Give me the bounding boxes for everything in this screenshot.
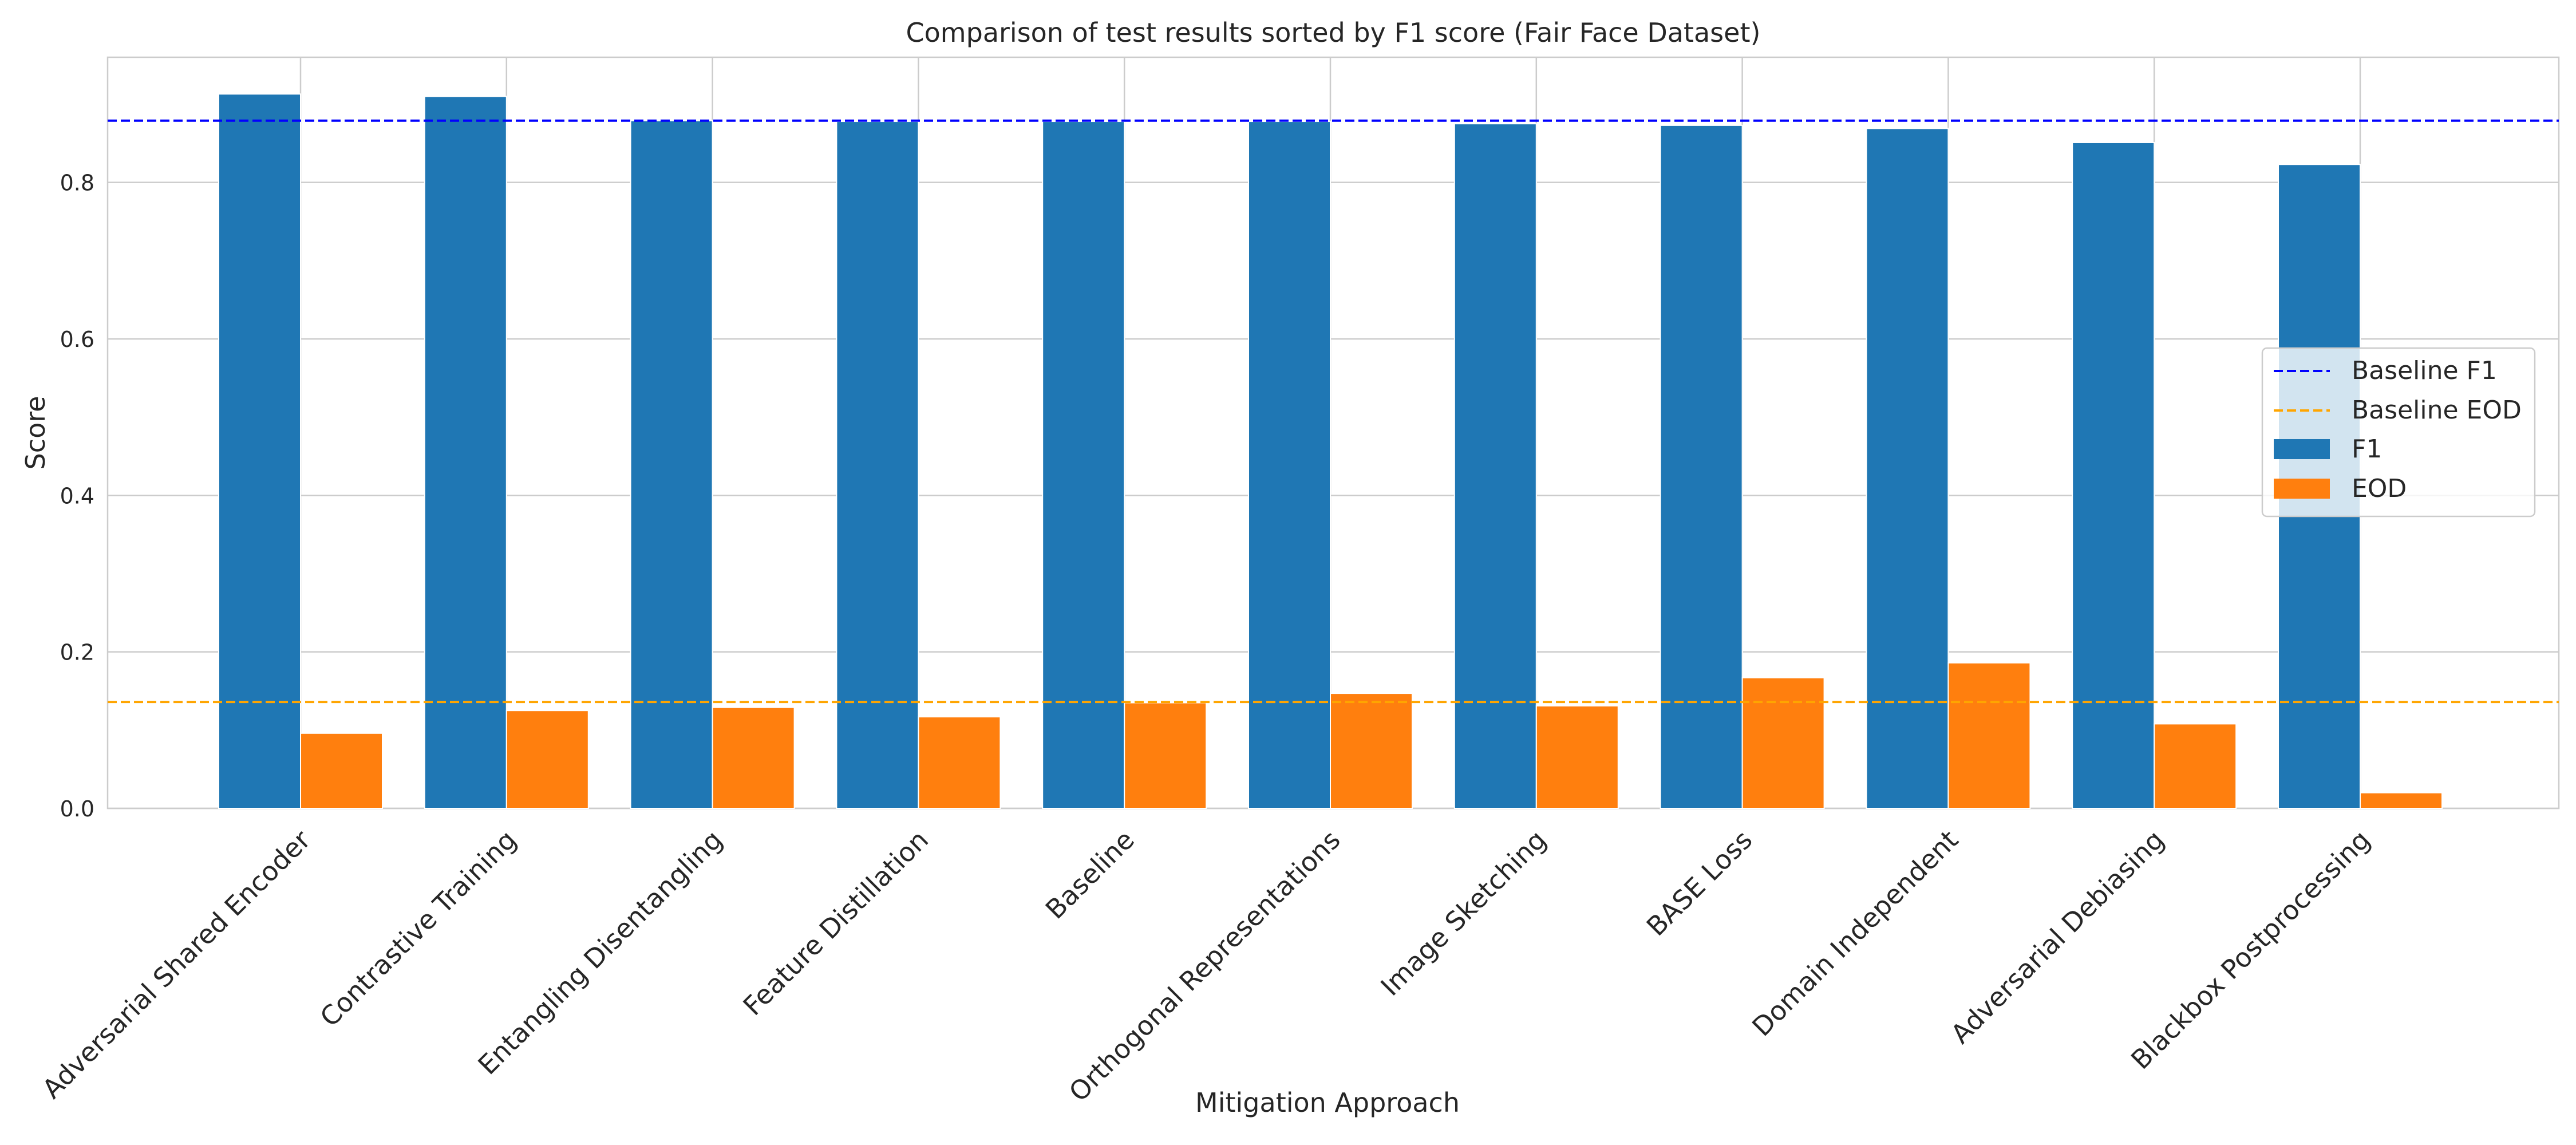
bars [218,93,2443,810]
bar-f1 [1866,128,1949,809]
legend-label-baseline-eod: Baseline EOD [2352,396,2522,425]
y-tick-label: 0.0 [60,796,94,822]
legend-label-f1: F1 [2352,435,2382,464]
x-tick-label: Baseline [1040,824,1140,925]
y-tick-label: 0.8 [60,171,94,196]
bar-f1 [1660,124,1743,809]
x-tick-label: Adversarial Shared Encoder [36,824,317,1105]
x-tick-label: Entangling Disentangling [472,824,728,1081]
x-tick-label: Adversarial Debiasing [1945,824,2170,1050]
x-tick-label: Image Sketching [1374,824,1552,1002]
reference-lines [108,119,2559,704]
y-tick-label: 0.6 [60,327,94,352]
legend-swatch-f1 [2274,439,2330,459]
legend: Baseline F1 Baseline EOD F1 EOD [2261,347,2536,518]
bar-eod [918,716,1001,809]
legend-label-eod: EOD [2352,474,2407,503]
bar-eod [505,710,589,809]
x-tick-label: Blackbox Postprocessing [2125,824,2376,1076]
x-axis-label: Mitigation Approach [1195,1087,1460,1118]
bar-f1 [630,120,713,810]
y-tick-label: 0.2 [60,640,94,665]
bar-f1 [2072,141,2155,809]
x-tick-label: Feature Distillation [737,824,935,1022]
bar-eod [1330,693,1413,809]
bar-f1 [1453,123,1537,810]
y-axis-ticks: 0.0 0.2 0.4 0.6 0.8 [60,171,94,822]
legend-swatch-eod [2274,479,2330,499]
legend-label-baseline-f1: Baseline F1 [2352,356,2497,385]
bar-eod [1535,705,1619,810]
bar-f1 [1248,121,1331,810]
y-tick-label: 0.4 [60,483,94,508]
bar-eod [2154,723,2237,810]
bar-f1 [424,96,507,809]
bar-eod [2360,792,2443,809]
bar-eod [1947,662,2031,810]
x-tick-label: BASE Loss [1641,824,1759,942]
bar-f1 [1042,121,1125,810]
bar-eod [1124,702,1207,809]
bar-f1 [218,93,301,810]
bar-f1 [836,121,919,810]
bar-eod [300,732,383,810]
bar-eod [712,706,795,809]
x-tick-label: Domain Independent [1746,824,1964,1043]
y-axis-label: Score [20,396,51,470]
bar-eod [1741,677,1825,810]
x-tick-label: Contrastive Training [314,824,522,1033]
chart-title: Comparison of test results sorted by F1 … [906,17,1761,48]
legend-box [2261,347,2536,518]
